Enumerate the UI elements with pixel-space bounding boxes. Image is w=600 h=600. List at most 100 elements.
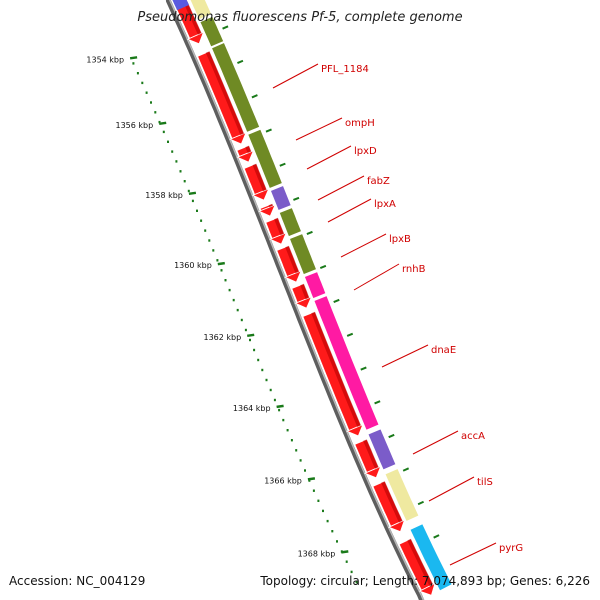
cds-shade [252, 163, 267, 192]
scale-dot [336, 540, 338, 543]
scale-dot [136, 72, 139, 75]
cds-shade [285, 245, 300, 274]
scale-dot [183, 180, 186, 183]
gene-leader-line [412, 430, 459, 455]
gene-label-text: rnhB [402, 264, 426, 275]
cds-head [269, 232, 287, 245]
gene-segment [288, 232, 318, 276]
gene-leader-line [272, 63, 319, 89]
scale-dot [162, 130, 165, 134]
gene-leader-line [353, 263, 400, 291]
gene-segment [269, 184, 292, 212]
gene-track [172, 0, 453, 592]
cds-head [258, 204, 276, 217]
cds-shade [245, 145, 252, 154]
outer-tick [319, 264, 327, 269]
backbone-stroke [165, 0, 425, 600]
scale-dot [290, 439, 293, 442]
scale-dot [212, 249, 215, 252]
gene-label-text: lpxD [354, 146, 377, 157]
scale-dot [350, 570, 353, 574]
cds-arrow [354, 438, 382, 479]
gene-label-text: lpxA [374, 199, 396, 210]
cds-arrow [197, 50, 247, 145]
outer-tick [346, 332, 354, 337]
gene-segment [303, 270, 327, 300]
scale-dot [286, 429, 289, 432]
accession-text: Accession: NC_004129 [9, 574, 146, 588]
gene-label-2: lpxD [306, 145, 377, 170]
gene-segment [199, 15, 225, 48]
gene-leader-line [449, 542, 497, 566]
scale-dot [232, 298, 235, 302]
gene-segment [384, 467, 420, 523]
scale-dot [304, 469, 306, 472]
cds-arrow [236, 145, 255, 163]
scale-dot [220, 269, 223, 272]
scale-tick-mark [341, 550, 349, 554]
scale-dot [224, 279, 227, 282]
scale-dot [269, 388, 272, 392]
cds-arrow [302, 311, 364, 437]
scale-tick-mark [188, 191, 197, 196]
cds-shade [363, 439, 379, 469]
cds-arrow [258, 203, 276, 217]
gene-label-7: dnaE [381, 344, 456, 368]
scale-dot [191, 199, 194, 203]
scale-tick-label: 1368 kbp [298, 549, 336, 558]
scale-tick-label: 1362 kbp [203, 333, 241, 342]
scale-tick-label: 1360 kbp [174, 261, 212, 270]
cds-arrow [243, 163, 270, 201]
gene-leader-line [306, 145, 352, 170]
scale-dot [265, 378, 268, 382]
gene-leader-line [317, 175, 365, 201]
gene-label-text: ompH [345, 118, 375, 129]
scale-dot [317, 499, 320, 502]
gene-label-6: rnhB [353, 263, 426, 291]
scale-dot [273, 398, 276, 402]
gene-label-0: PFL_1184 [272, 63, 369, 89]
cds-arrow [276, 245, 302, 283]
gene-leader-line [327, 198, 372, 223]
gene-label-text: pyrG [499, 543, 523, 554]
gene-labels: PFL_1184 ompH lpxD fabZ lpxA lpxB rnhB dnaE accA… [272, 63, 523, 566]
scale-tick-label: 1364 kbp [233, 404, 271, 413]
cds-shade [300, 283, 310, 300]
cds-arrow [372, 480, 406, 533]
gene-segment [172, 0, 189, 11]
scale-dot [355, 580, 358, 584]
scale-dot [295, 449, 298, 452]
scale-tick-label: 1358 kbp [145, 191, 183, 200]
cds-head [294, 296, 313, 309]
outer-tick [237, 59, 244, 65]
gene-label-5: lpxB [340, 233, 411, 258]
gene-segment [210, 41, 261, 134]
scale-tick-label: 1366 kbp [264, 476, 302, 485]
scale-dot [204, 229, 207, 232]
outer-tick [360, 366, 367, 371]
scale-dot [208, 239, 211, 242]
scale-dot [175, 160, 178, 163]
gene-label-text: dnaE [431, 345, 456, 356]
scale-dot [167, 140, 169, 143]
outer-tick [279, 162, 286, 167]
scale-dot [171, 150, 174, 153]
gene-label-9: tilS [428, 476, 493, 502]
scale-tick-mark [217, 261, 225, 266]
cds-arrow [291, 283, 313, 309]
scale-dot [236, 308, 239, 312]
genome-summary-text: Topology: circular; Length: 7,074,893 bp… [260, 574, 590, 588]
scale-dot [299, 459, 302, 462]
scale-dot [187, 189, 190, 193]
gene-segment [367, 428, 397, 471]
cds-head [387, 519, 406, 533]
gene-label-4: lpxA [327, 198, 396, 223]
cds-shade [268, 203, 274, 208]
gene-leader-line [340, 233, 387, 258]
scale-dot [158, 120, 161, 124]
map-title: Pseudomonas fluorescens Pf-5, complete g… [137, 10, 463, 25]
scale-dot [312, 489, 315, 492]
scale-dot [132, 62, 135, 65]
gene-leader-line [381, 344, 429, 368]
